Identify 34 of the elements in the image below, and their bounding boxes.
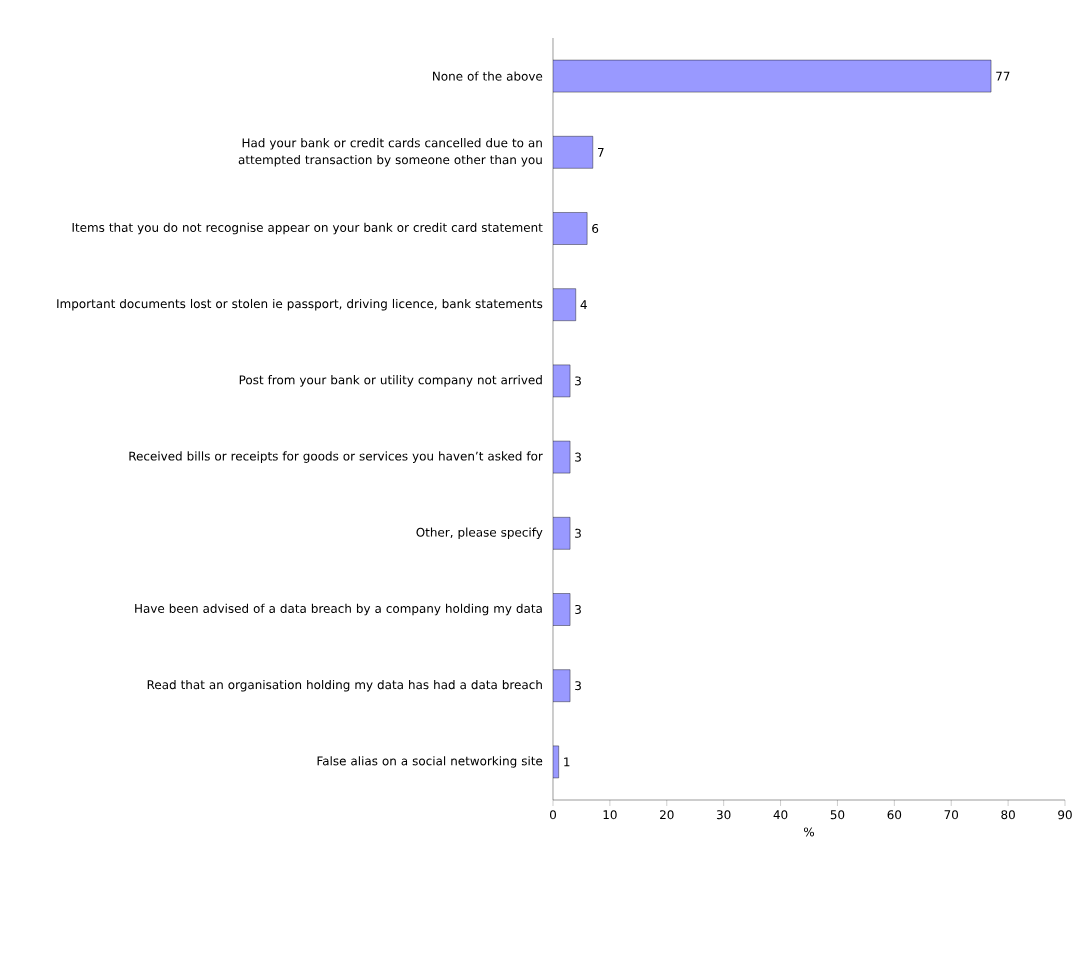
y-tick-label: Have been advised of a data breach by a company holding my data	[135, 603, 542, 616]
x-tick-label: 40	[773, 810, 788, 820]
y-tick-label: None of the above	[433, 71, 543, 81]
y-tick-label: Received bills or receipts for goods or services you haven’t asked for	[129, 451, 543, 463]
x-tick-label: 20	[660, 810, 674, 820]
data-label: 6	[592, 223, 599, 234]
y-tick-label: Read that an organisation holding my data has had a data breach	[147, 679, 542, 692]
data-label: 3	[575, 604, 581, 615]
x-tick-label: 0	[549, 810, 557, 820]
y-tick-label: Post from your bank or utility company not arrived	[239, 375, 542, 387]
x-tick-label: 90	[1058, 810, 1072, 820]
data-label: 3	[575, 452, 581, 462]
data-label: 3	[575, 681, 581, 691]
data-label: 3	[575, 376, 581, 386]
bar	[553, 212, 588, 245]
data-label: 3	[575, 528, 581, 538]
data-label: 7	[598, 147, 604, 157]
x-tick-label: 60	[887, 810, 902, 820]
y-tick-label: Other, please specify	[416, 527, 543, 540]
x-tick-label: 80	[1001, 810, 1015, 820]
y-tick-label: Had your bank or credit cards cancelled due to an attempted transaction by someone other than you	[238, 138, 542, 167]
x-tick-label: 50	[830, 810, 845, 820]
y-tick-label: Items that you do not recognise appear on your bank or credit card statement	[72, 222, 543, 235]
bar	[553, 59, 992, 93]
x-tick-label: 10	[603, 810, 617, 820]
y-tick-label: Important documents lost or stolen ie passport, driving licence, bank statements	[57, 298, 543, 311]
data-label: 4	[580, 300, 587, 310]
x-axis-title: %	[803, 827, 815, 837]
x-tick-label: 30	[716, 810, 731, 820]
y-tick-label: False alias on a social networking site	[317, 756, 543, 768]
data-label: 77	[996, 71, 1010, 81]
x-tick-label: 70	[944, 810, 959, 820]
data-label: 1	[564, 757, 570, 767]
bar	[553, 136, 594, 169]
